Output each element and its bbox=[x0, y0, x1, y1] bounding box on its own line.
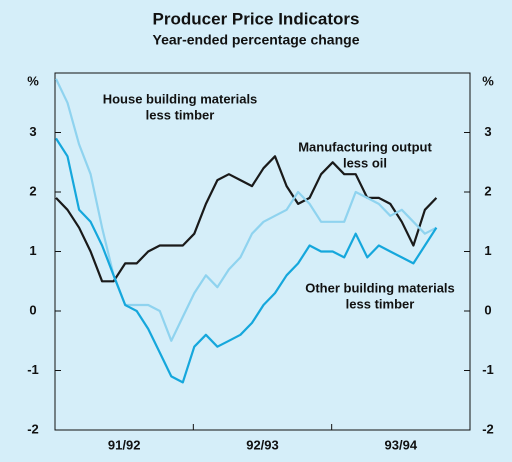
y2-tick-label: 1 bbox=[484, 243, 491, 258]
y2-tick-label: % bbox=[482, 73, 494, 88]
chart-subtitle: Year-ended percentage change bbox=[153, 32, 360, 48]
y-tick-label: 1 bbox=[29, 243, 36, 258]
series-line bbox=[55, 155, 438, 283]
annotation: less timber bbox=[346, 296, 415, 311]
y-tick-label: -2 bbox=[27, 421, 39, 436]
series-line bbox=[55, 137, 438, 384]
y2-tick-label: 0 bbox=[484, 302, 491, 317]
chart-title: Producer Price Indicators bbox=[153, 9, 360, 28]
y-tick-label: 3 bbox=[29, 124, 36, 139]
y-tick-label: 2 bbox=[29, 183, 36, 198]
x-tick-label: 93/94 bbox=[385, 437, 418, 452]
x-tick-label: 92/93 bbox=[246, 437, 279, 452]
y2-tick-label: 2 bbox=[484, 183, 491, 198]
y2-tick-label: -2 bbox=[482, 421, 494, 436]
annotation: Other building materials bbox=[305, 280, 455, 295]
y-tick-label: 0 bbox=[29, 302, 36, 317]
annotation: Manufacturing output bbox=[298, 139, 432, 154]
annotation: less timber bbox=[146, 107, 215, 122]
y-tick-label: -1 bbox=[27, 362, 39, 377]
y2-tick-label: -1 bbox=[482, 362, 494, 377]
y2-tick-label: 3 bbox=[484, 124, 491, 139]
x-tick-label: 91/92 bbox=[108, 437, 141, 452]
annotation: House building materials bbox=[103, 91, 258, 106]
annotation: less oil bbox=[343, 155, 387, 170]
y-tick-label: % bbox=[27, 73, 39, 88]
